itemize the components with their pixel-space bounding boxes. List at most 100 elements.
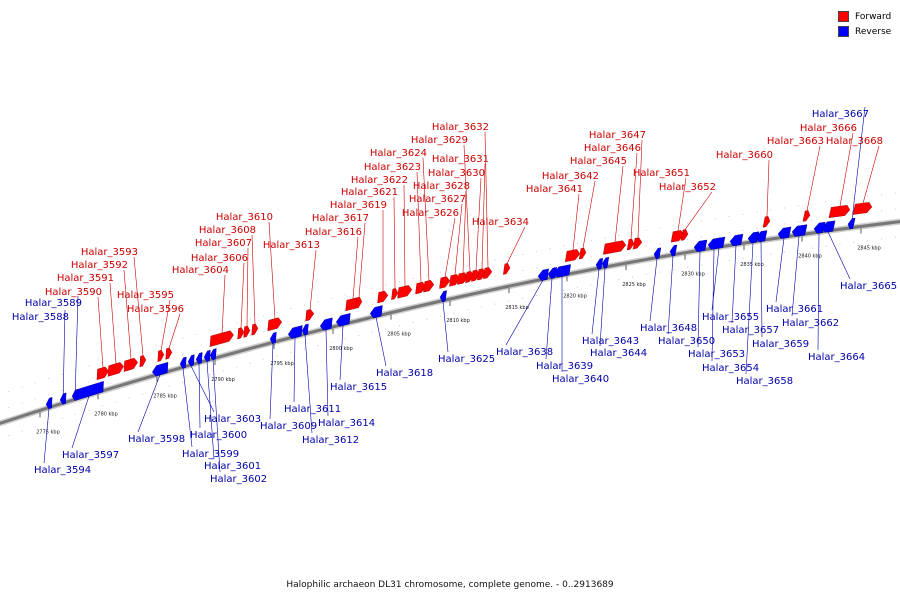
gene-label[interactable]: Halar_3666 [800, 123, 857, 134]
forward-gene[interactable] [209, 330, 234, 347]
gene-label[interactable]: Halar_3641 [526, 184, 583, 195]
gene-label[interactable]: Halar_3639 [536, 361, 593, 372]
gene-label[interactable]: Halar_3660 [716, 150, 773, 161]
reverse-gene[interactable] [553, 264, 571, 279]
forward-gene[interactable] [503, 263, 511, 275]
gene-label[interactable]: Halar_3634 [472, 217, 529, 228]
reverse-gene[interactable] [821, 220, 836, 233]
gene-label[interactable]: Halar_3591 [57, 273, 114, 284]
reverse-gene[interactable] [287, 325, 303, 339]
gene-label[interactable]: Halar_3654 [702, 363, 759, 374]
gene-label[interactable]: Halar_3616 [305, 227, 362, 238]
gene-label[interactable]: Halar_3601 [204, 461, 261, 472]
gene-label[interactable]: Halar_3643 [582, 336, 639, 347]
forward-gene[interactable] [305, 308, 315, 322]
gene-label[interactable]: Halar_3609 [260, 421, 317, 432]
gene-label[interactable]: Halar_3622 [351, 175, 408, 186]
gene-label[interactable]: Halar_3659 [752, 339, 809, 350]
gene-label[interactable]: Halar_3638 [496, 347, 553, 358]
gene-label[interactable]: Halar_3610 [216, 212, 273, 223]
gene-label[interactable]: Halar_3590 [45, 287, 102, 298]
gene-label[interactable]: Halar_3612 [302, 435, 359, 446]
reverse-gene[interactable] [45, 397, 53, 410]
gene-label[interactable]: Halar_3658 [736, 376, 793, 387]
reverse-gene[interactable] [269, 331, 277, 344]
gene-label[interactable]: Halar_3644 [590, 348, 647, 359]
gene-label[interactable]: Halar_3630 [428, 168, 485, 179]
forward-gene[interactable] [355, 296, 363, 309]
forward-gene[interactable] [423, 279, 435, 293]
gene-label[interactable]: Halar_3668 [826, 136, 883, 147]
gene-label[interactable]: Halar_3611 [284, 404, 341, 415]
gene-label[interactable]: Halar_3648 [640, 323, 697, 334]
gene-label[interactable]: Halar_3661 [766, 304, 823, 315]
gene-label[interactable]: Halar_3647 [589, 130, 646, 141]
gene-label[interactable]: Halar_3599 [182, 449, 239, 460]
gene-label[interactable]: Halar_3596 [127, 304, 184, 315]
gene-label[interactable]: Halar_3626 [402, 208, 459, 219]
reverse-gene[interactable] [152, 361, 169, 377]
forward-gene[interactable] [632, 237, 643, 250]
gene-label[interactable]: Halar_3619 [330, 200, 387, 211]
gene-label[interactable]: Halar_3614 [318, 418, 375, 429]
forward-gene[interactable] [165, 347, 173, 360]
forward-gene[interactable] [626, 238, 635, 251]
gene-label[interactable]: Halar_3617 [312, 213, 369, 224]
reverse-gene[interactable] [439, 290, 447, 303]
gene-label[interactable]: Halar_3650 [658, 336, 715, 347]
reverse-gene[interactable] [847, 217, 856, 230]
reverse-gene[interactable] [693, 239, 708, 252]
gene-label[interactable]: Halar_3602 [210, 474, 267, 485]
forward-gene[interactable] [565, 249, 581, 263]
gene-label[interactable]: Halar_3652 [659, 182, 716, 193]
forward-gene[interactable] [237, 327, 245, 340]
reverse-gene[interactable] [791, 224, 808, 237]
gene-label[interactable]: Halar_3640 [552, 374, 609, 385]
gene-label[interactable]: Halar_3625 [438, 354, 495, 365]
reverse-gene[interactable] [601, 256, 610, 269]
gene-label[interactable]: Halar_3588 [12, 312, 69, 323]
forward-gene[interactable] [96, 366, 109, 381]
reverse-gene[interactable] [59, 392, 67, 405]
forward-gene[interactable] [391, 288, 399, 300]
forward-gene[interactable] [123, 357, 138, 372]
forward-gene[interactable] [439, 276, 451, 289]
reverse-gene[interactable] [813, 221, 826, 234]
reverse-gene[interactable] [209, 348, 217, 361]
forward-gene[interactable] [802, 210, 811, 222]
forward-gene[interactable] [415, 281, 427, 295]
forward-gene[interactable] [578, 247, 587, 260]
gene-label[interactable]: Halar_3589 [25, 298, 82, 309]
reverse-gene[interactable] [653, 247, 662, 260]
forward-gene[interactable] [251, 323, 259, 336]
forward-gene[interactable] [243, 325, 251, 338]
reverse-gene[interactable] [369, 305, 383, 319]
reverse-gene[interactable] [755, 230, 768, 243]
gene-label[interactable]: Halar_3645 [570, 156, 627, 167]
forward-gene[interactable] [762, 216, 771, 228]
gene-label[interactable]: Halar_3646 [584, 143, 641, 154]
gene-label[interactable]: Halar_3653 [688, 349, 745, 360]
forward-gene[interactable] [828, 204, 851, 218]
forward-gene[interactable] [267, 317, 283, 332]
gene-label[interactable]: Halar_3665 [840, 281, 897, 292]
gene-label[interactable]: Halar_3651 [633, 168, 690, 179]
gene-label[interactable]: Halar_3604 [172, 265, 229, 276]
gene-label[interactable]: Halar_3664 [808, 352, 865, 363]
gene-label[interactable]: Halar_3629 [411, 135, 468, 146]
gene-label[interactable]: Halar_3618 [376, 368, 433, 379]
gene-label[interactable]: Halar_3624 [370, 148, 427, 159]
forward-gene[interactable] [397, 284, 413, 299]
gene-label[interactable]: Halar_3655 [702, 312, 759, 323]
reverse-gene[interactable] [335, 313, 351, 327]
reverse-gene[interactable] [669, 244, 678, 257]
forward-gene[interactable] [377, 290, 389, 304]
forward-gene[interactable] [107, 361, 124, 377]
gene-label[interactable]: Halar_3627 [409, 194, 466, 205]
gene-label[interactable]: Halar_3623 [364, 162, 421, 173]
reverse-gene[interactable] [203, 349, 211, 362]
gene-label[interactable]: Halar_3628 [413, 181, 470, 192]
gene-label[interactable]: Halar_3595 [117, 290, 174, 301]
gene-label[interactable]: Halar_3631 [432, 154, 489, 165]
gene-label[interactable]: Halar_3642 [542, 171, 599, 182]
